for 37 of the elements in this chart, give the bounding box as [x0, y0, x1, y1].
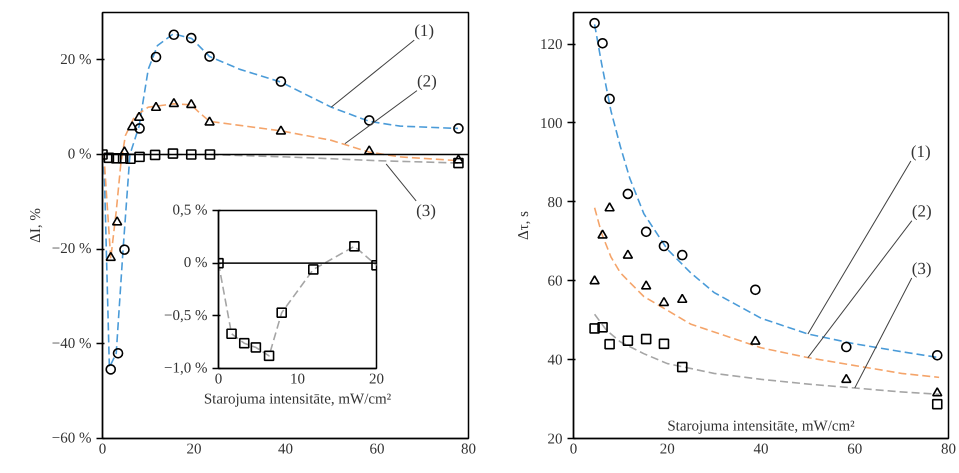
x-tick-label: 80: [461, 442, 476, 458]
x-tick-label: 0: [98, 442, 106, 458]
y-tick-label: 60: [548, 274, 562, 290]
x-tick-label: 80: [941, 442, 956, 458]
x-tick-label: 20: [660, 442, 675, 458]
y-tick-label: 0 %: [184, 255, 208, 272]
y-tick-label: 20: [548, 432, 562, 448]
y-tick-label: 20 %: [60, 52, 92, 68]
x-axis-title: Starojuma intensitāte, mW/cm²: [204, 392, 392, 408]
y-tick-label: 40: [548, 352, 562, 369]
x-tick-label: 20: [369, 372, 384, 388]
x-tick-label: 40: [754, 442, 768, 458]
y-tick-label: −20 %: [52, 241, 92, 258]
annotation: (3): [912, 259, 932, 278]
y-tick-label: 100: [540, 116, 562, 132]
x-tick-label: 40: [278, 442, 293, 458]
y-axis-title: ΔI, %: [28, 208, 44, 243]
annotation: (1): [414, 21, 434, 40]
annotation: (2): [416, 72, 437, 91]
annotation: (3): [416, 200, 436, 220]
y-tick-label: −1,0 %: [164, 360, 208, 376]
y-tick-label: 0,5 %: [172, 202, 208, 218]
y-axis-title: Δτ, s: [516, 210, 532, 240]
y-tick-label: 0 %: [68, 146, 92, 162]
annotation: (2): [912, 202, 932, 221]
x-tick-label: 60: [847, 442, 862, 458]
y-tick-label: −40 %: [52, 336, 92, 352]
x-tick-label: 60: [370, 442, 384, 458]
x-tick-label: 0: [214, 372, 222, 388]
x-tick-label: 10: [290, 372, 305, 388]
annotation: (1): [910, 142, 931, 161]
y-tick-label: 120: [540, 37, 562, 54]
y-tick-label: −60 %: [52, 430, 92, 446]
y-tick-label: 80: [548, 194, 562, 211]
x-tick-label: 0: [570, 442, 578, 458]
y-tick-label: −0,5 %: [164, 308, 208, 324]
x-axis-title: Starojuma intensitāte, mW/cm²: [667, 418, 856, 434]
